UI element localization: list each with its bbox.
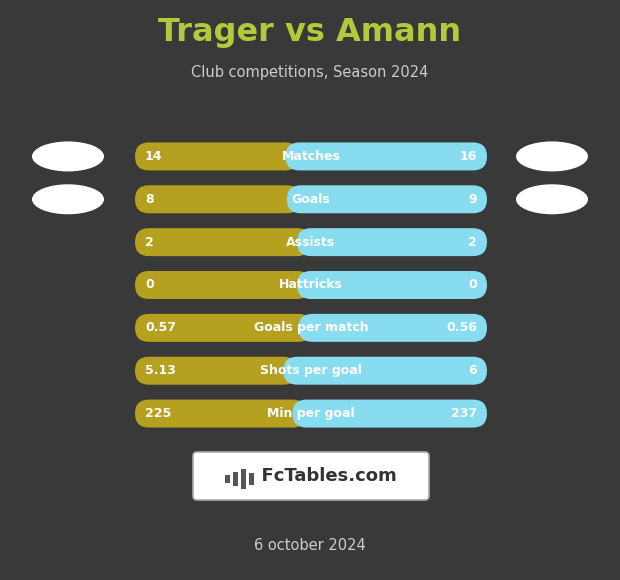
Ellipse shape: [32, 142, 104, 172]
FancyBboxPatch shape: [285, 143, 487, 171]
Text: Goals: Goals: [291, 193, 330, 206]
FancyBboxPatch shape: [135, 357, 297, 385]
FancyBboxPatch shape: [297, 228, 487, 256]
FancyBboxPatch shape: [135, 143, 299, 171]
Text: Hattricks: Hattricks: [279, 278, 343, 292]
FancyBboxPatch shape: [283, 357, 487, 385]
Text: Goals per match: Goals per match: [254, 321, 368, 334]
Text: Trager vs Amann: Trager vs Amann: [159, 17, 461, 49]
Ellipse shape: [516, 142, 588, 172]
Text: 6 october 2024: 6 october 2024: [254, 538, 366, 553]
Text: 2: 2: [145, 235, 154, 249]
Text: Min per goal: Min per goal: [267, 407, 355, 420]
FancyBboxPatch shape: [135, 314, 312, 342]
Text: FcTables.com: FcTables.com: [249, 467, 397, 485]
Text: 225: 225: [145, 407, 171, 420]
Text: 9: 9: [468, 193, 477, 206]
Text: 6: 6: [468, 364, 477, 377]
Text: 0.57: 0.57: [145, 321, 176, 334]
Text: 5.13: 5.13: [145, 364, 176, 377]
FancyBboxPatch shape: [241, 469, 246, 489]
Text: Shots per goal: Shots per goal: [260, 364, 362, 377]
Text: 0.56: 0.56: [446, 321, 477, 334]
FancyBboxPatch shape: [135, 400, 306, 427]
Ellipse shape: [32, 184, 104, 214]
FancyBboxPatch shape: [135, 185, 301, 213]
Text: 8: 8: [145, 193, 154, 206]
Text: Assists: Assists: [286, 235, 335, 249]
FancyBboxPatch shape: [293, 400, 487, 427]
Text: 2: 2: [468, 235, 477, 249]
FancyBboxPatch shape: [225, 475, 230, 483]
FancyBboxPatch shape: [298, 314, 487, 342]
Text: 14: 14: [145, 150, 162, 163]
Text: 0: 0: [145, 278, 154, 292]
Text: 16: 16: [459, 150, 477, 163]
Ellipse shape: [516, 184, 588, 214]
Text: 237: 237: [451, 407, 477, 420]
Text: Matches: Matches: [281, 150, 340, 163]
FancyBboxPatch shape: [297, 271, 487, 299]
FancyBboxPatch shape: [135, 228, 311, 256]
FancyBboxPatch shape: [193, 452, 429, 500]
FancyBboxPatch shape: [287, 185, 487, 213]
FancyBboxPatch shape: [135, 271, 311, 299]
Text: Club competitions, Season 2024: Club competitions, Season 2024: [192, 64, 428, 79]
FancyBboxPatch shape: [233, 472, 238, 486]
FancyBboxPatch shape: [249, 473, 254, 485]
Text: 0: 0: [468, 278, 477, 292]
